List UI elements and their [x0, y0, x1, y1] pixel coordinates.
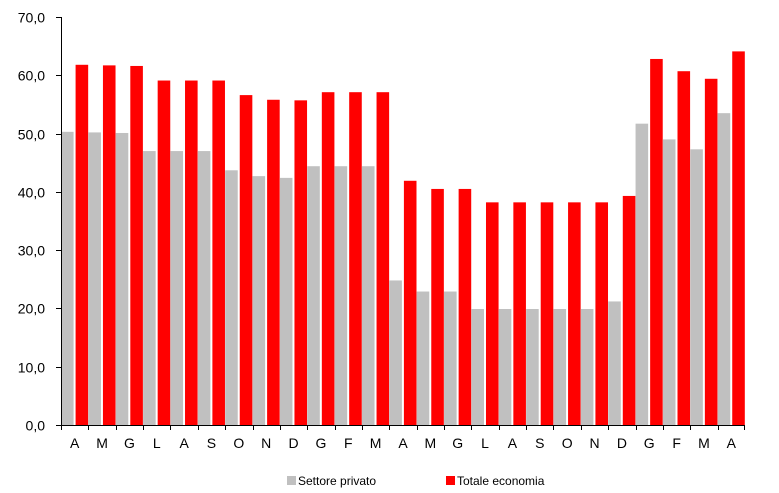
- bar-totale-economia: [513, 202, 526, 425]
- bar-settore-privato: [361, 166, 375, 425]
- bar-totale-economia: [650, 58, 663, 426]
- x-tick-label: G: [644, 435, 655, 451]
- y-tick-label: 40,0: [18, 185, 45, 201]
- bar-settore-privato: [444, 291, 457, 425]
- bar-settore-privato: [225, 170, 238, 425]
- y-tick-label: 20,0: [18, 301, 45, 317]
- y-tick-label: 10,0: [18, 360, 45, 376]
- x-tick-label: G: [124, 435, 135, 451]
- bar-settore-privato: [662, 139, 676, 425]
- bar-settore-privato: [252, 176, 266, 425]
- x-tick-label: A: [70, 435, 80, 451]
- y-tick-label: 70,0: [18, 10, 45, 26]
- x-tick-label: A: [508, 435, 518, 451]
- x-tick-label: S: [207, 435, 216, 451]
- y-tick-label: 60,0: [18, 68, 45, 84]
- bar-settore-privato: [61, 131, 74, 425]
- x-tick-label: A: [727, 435, 737, 451]
- x-tick-label: O: [562, 435, 573, 451]
- legend-swatch: [446, 476, 455, 485]
- x-tick-label: O: [233, 435, 244, 451]
- bar-settore-privato: [279, 177, 293, 425]
- x-tick-label: D: [288, 435, 298, 451]
- bar-totale-economia: [376, 92, 390, 425]
- bar-totale-economia: [102, 65, 116, 426]
- x-tick-label: L: [153, 435, 161, 451]
- bar-totale-economia: [157, 80, 171, 425]
- bar-settore-privato: [526, 309, 539, 425]
- bar-totale-economia: [595, 202, 609, 425]
- x-tick-label: G: [315, 435, 326, 451]
- bar-totale-economia: [732, 51, 745, 425]
- x-tick-label: L: [481, 435, 489, 451]
- y-tick-label: 30,0: [18, 243, 45, 259]
- y-tick-label: 0,0: [26, 418, 46, 434]
- bar-settore-privato: [498, 309, 512, 425]
- bar-totale-economia: [267, 99, 280, 425]
- x-tick-label: M: [96, 435, 108, 451]
- bar-settore-privato: [635, 123, 649, 426]
- bar-totale-economia: [212, 80, 225, 425]
- x-tick-label: A: [179, 435, 189, 451]
- bar-settore-privato: [389, 280, 402, 425]
- x-tick-label: S: [535, 435, 544, 451]
- bar-settore-privato: [717, 113, 731, 426]
- bar-totale-economia: [294, 100, 308, 425]
- bar-settore-privato: [471, 309, 484, 425]
- legend-label: Settore privato: [298, 474, 376, 488]
- bars: [61, 51, 745, 426]
- bar-totale-economia: [568, 202, 581, 425]
- bar-settore-privato: [334, 166, 348, 425]
- bar-totale-economia: [485, 202, 499, 425]
- bar-settore-privato: [553, 309, 567, 425]
- bar-totale-economia: [540, 202, 554, 425]
- bar-settore-privato: [416, 291, 430, 425]
- bar-settore-privato: [88, 132, 101, 426]
- bar-settore-privato: [170, 151, 184, 426]
- x-tick-label: N: [589, 435, 599, 451]
- bar-totale-economia: [75, 64, 89, 426]
- bar-totale-economia: [239, 95, 253, 426]
- bar-settore-privato: [197, 151, 211, 426]
- bar-totale-economia: [349, 92, 362, 425]
- x-tick-label: A: [398, 435, 408, 451]
- x-tick-label: M: [370, 435, 382, 451]
- bar-totale-economia: [403, 180, 417, 425]
- x-tick-label: N: [261, 435, 271, 451]
- bar-totale-economia: [130, 65, 143, 426]
- x-tick-label: D: [617, 435, 627, 451]
- bar-totale-economia: [677, 71, 691, 425]
- y-axis: 0,0 10,0 20,0 30,0 40,0 50,0 60,0 70,0: [18, 10, 61, 434]
- bar-totale-economia: [431, 188, 444, 425]
- bar-settore-privato: [580, 309, 594, 425]
- legend-label: Totale economia: [457, 474, 545, 488]
- bar-settore-privato: [307, 166, 320, 425]
- bar-totale-economia: [185, 80, 198, 425]
- legend-swatch: [287, 476, 296, 485]
- x-tick-label: G: [452, 435, 463, 451]
- bar-settore-privato: [143, 151, 156, 426]
- bar-totale-economia: [321, 92, 335, 425]
- legend: Settore privato Totale economia: [287, 474, 545, 488]
- bar-settore-privato: [115, 132, 129, 425]
- bar-totale-economia: [704, 78, 718, 425]
- bar-totale-economia: [622, 195, 636, 425]
- x-tick-label: F: [344, 435, 353, 451]
- x-tick-label: F: [672, 435, 681, 451]
- bar-settore-privato: [608, 301, 621, 425]
- bar-totale-economia: [458, 188, 472, 425]
- x-tick-label: M: [698, 435, 710, 451]
- x-tick-label: M: [425, 435, 437, 451]
- y-tick-label: 50,0: [18, 127, 45, 143]
- bar-settore-privato: [690, 149, 703, 425]
